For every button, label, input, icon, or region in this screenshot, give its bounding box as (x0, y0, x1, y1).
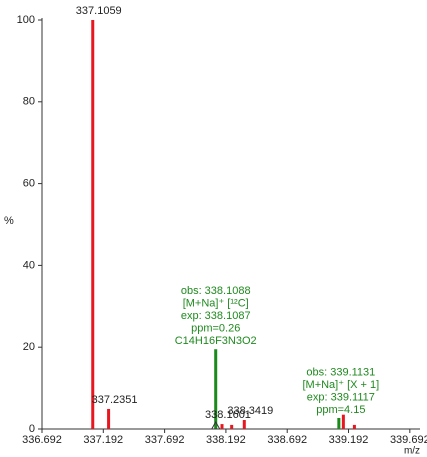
annotation-text: ppm=0.26 (191, 323, 240, 335)
peak-label: 338.3419 (227, 405, 273, 417)
x-tick-label: 339.692 (390, 434, 427, 446)
x-tick-label: 338.192 (206, 434, 246, 446)
peak-marker (210, 420, 221, 430)
y-axis-label: % (4, 215, 14, 227)
peak (230, 424, 234, 429)
y-tick-label: 80 (23, 96, 35, 108)
x-tick-label: 337.192 (83, 434, 123, 446)
annotation-text: exp: 339.1117 (307, 391, 375, 403)
annotation-text: [M+Na]⁺ [¹²C] (183, 298, 249, 310)
x-tick-label: 339.192 (329, 434, 369, 446)
annotation-text: ppm=4.15 (316, 404, 365, 416)
x-tick-label: 336.692 (22, 434, 62, 446)
peak-label: 337.1059 (76, 5, 122, 17)
x-axis-label: m/z (404, 446, 420, 457)
y-tick-label: 100 (17, 14, 35, 26)
peak-label: 338.1601 (205, 409, 251, 421)
annotation-text: obs: 338.1088 (181, 285, 251, 297)
y-tick-label: 40 (23, 259, 35, 271)
y-tick-label: 0 (29, 423, 35, 435)
y-tick-label: 60 (23, 178, 35, 190)
annotation-text: [M+Na]⁺ [X + 1] (302, 379, 379, 391)
x-tick-label: 338.692 (267, 434, 307, 446)
annotation-text: exp: 338.1087 (181, 310, 251, 322)
peak-label: 337.2351 (92, 394, 138, 406)
peak (220, 424, 224, 429)
peak (352, 424, 356, 429)
annotation-text: obs: 339.1131 (306, 366, 375, 378)
peak (107, 408, 111, 429)
peak (242, 420, 246, 429)
peak (337, 417, 341, 429)
peak (341, 414, 345, 429)
y-tick-label: 20 (23, 341, 35, 353)
annotation-text: C14H16F3N3O2 (175, 335, 257, 347)
x-tick-label: 337.692 (145, 434, 185, 446)
peak (214, 349, 218, 429)
peak (91, 20, 95, 429)
